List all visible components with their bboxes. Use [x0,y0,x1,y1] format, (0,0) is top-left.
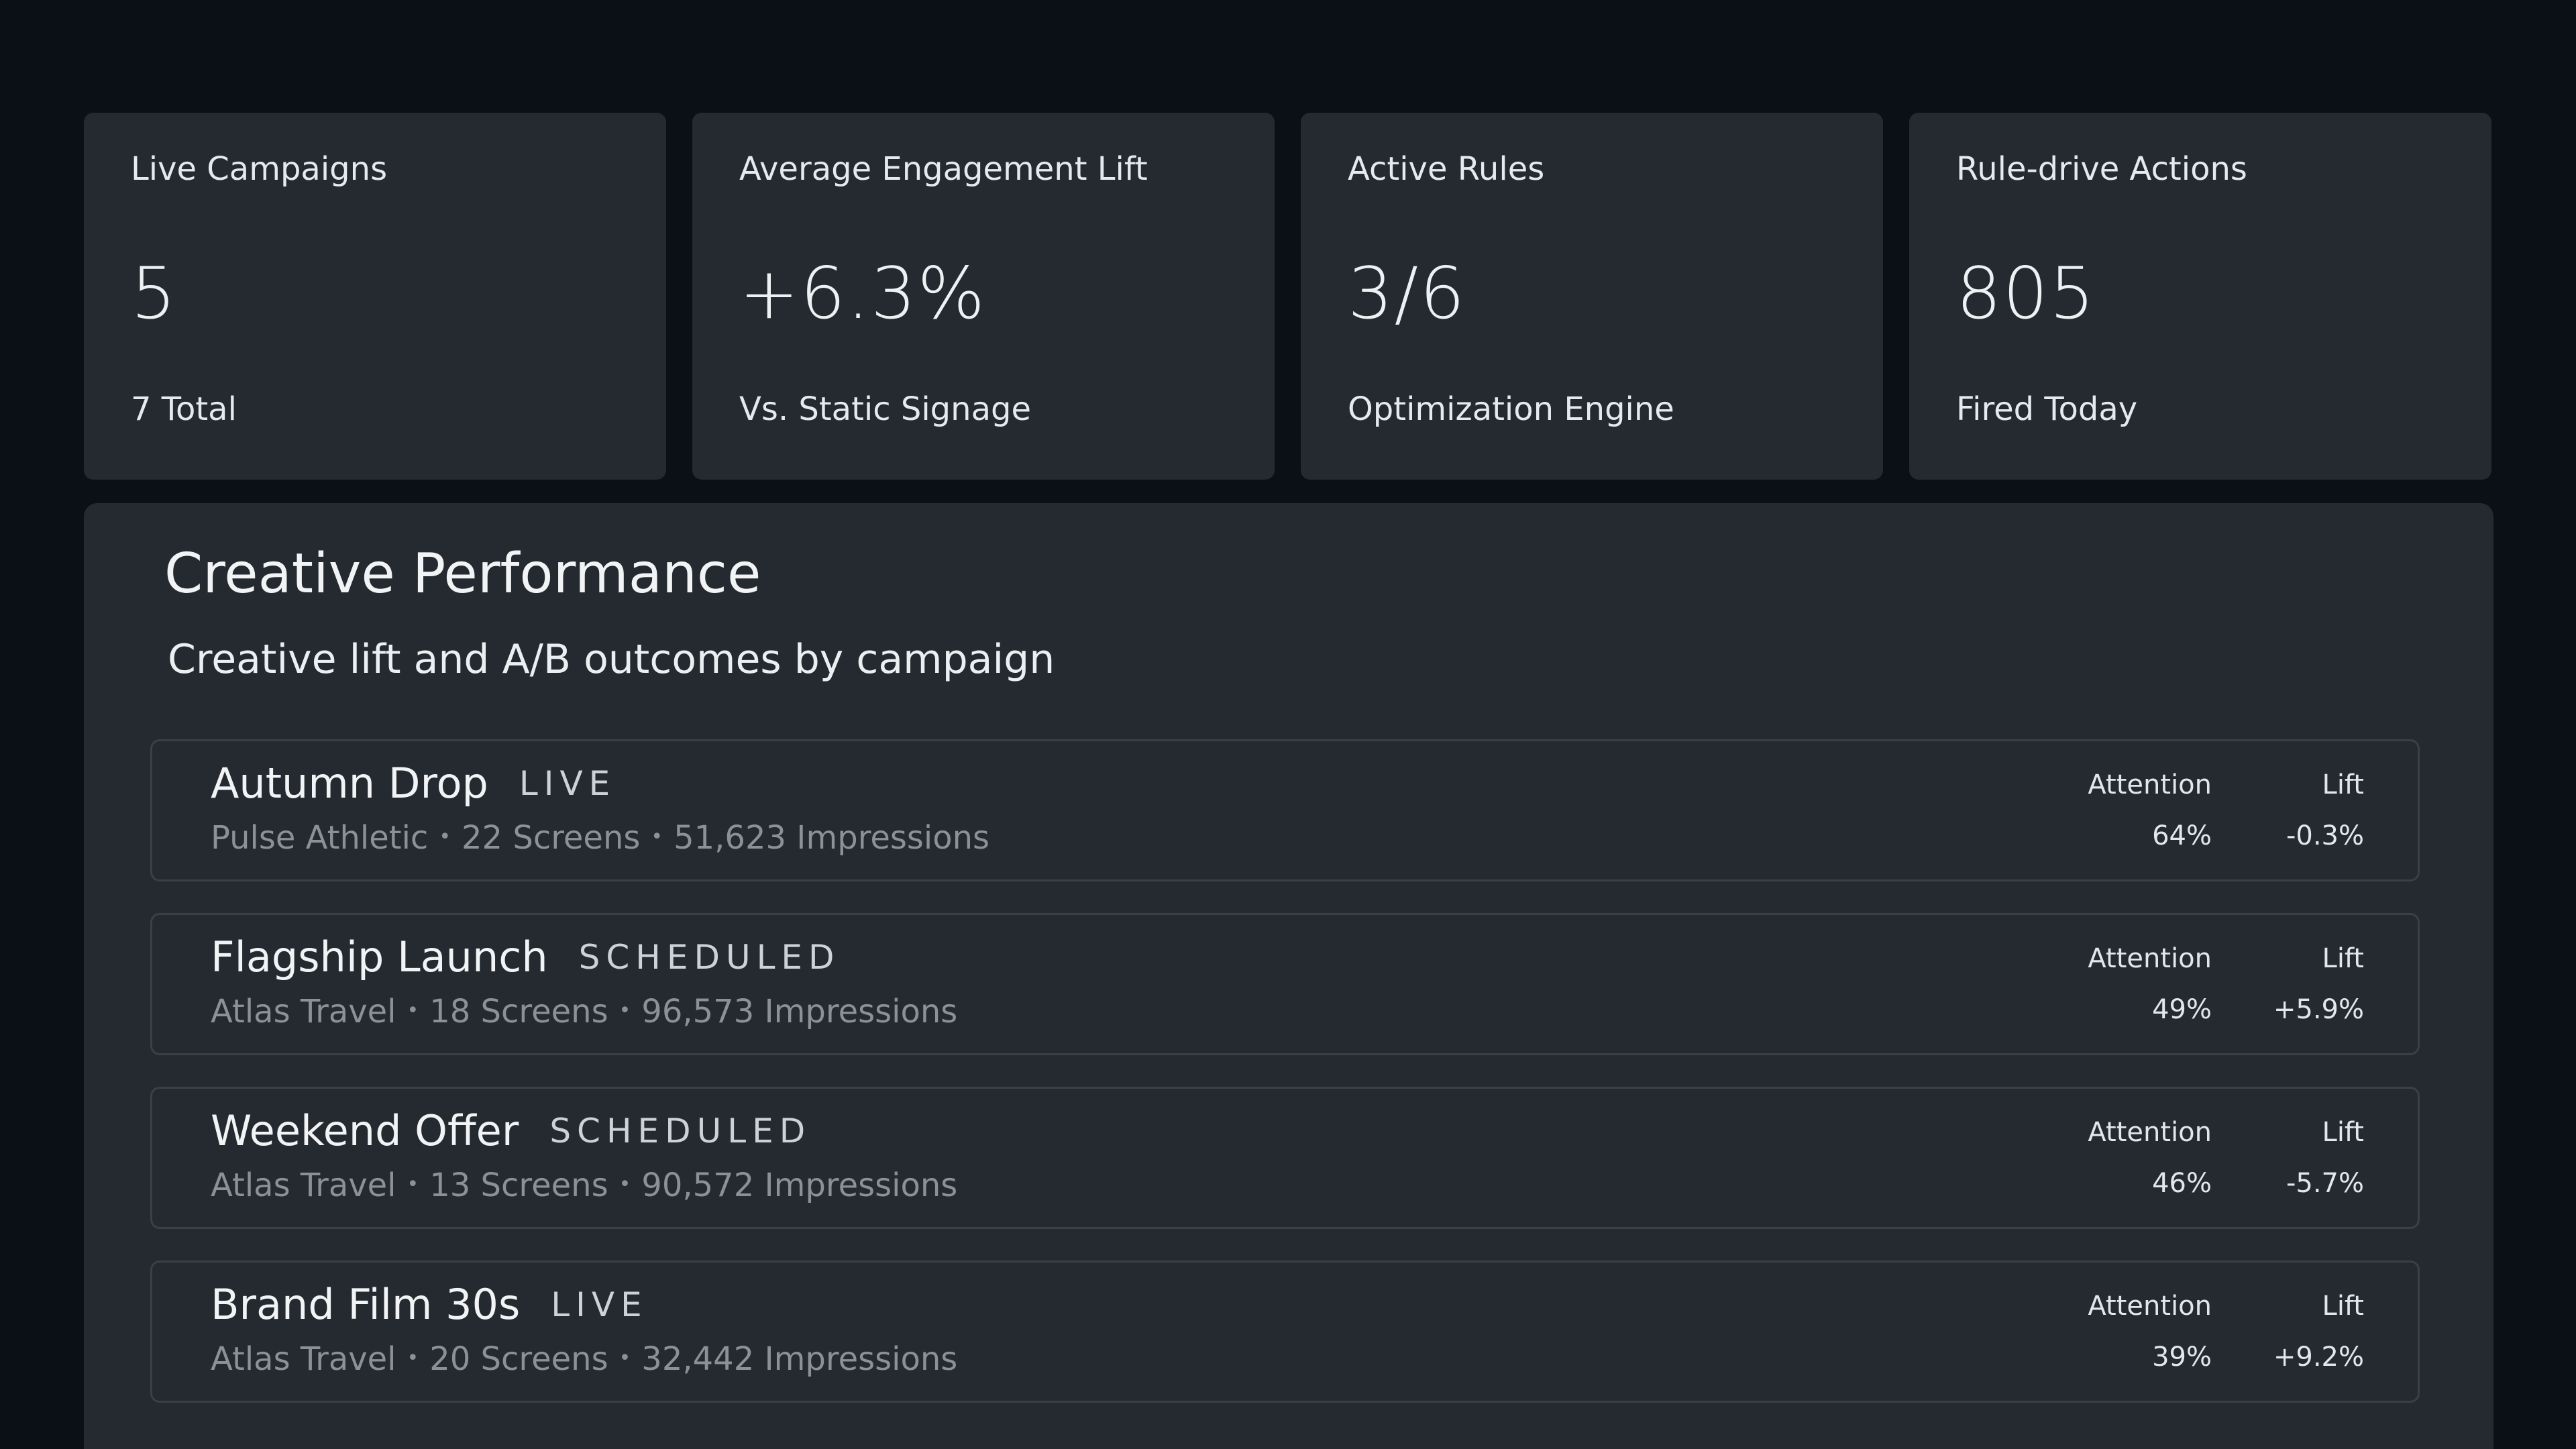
kpi-value: 805 [1956,252,2096,335]
meta-separator: • [651,825,663,849]
meta-separator: • [619,999,631,1022]
lift-value: -0.3% [2286,820,2364,851]
kpi-value: 3/6 [1348,252,1466,335]
campaign-name: Weekend Offer [211,1106,519,1155]
campaign-impressions: 90,572 Impressions [641,1167,958,1204]
kpi-value: +6.3% [739,252,987,335]
attention-value: 46% [2152,1168,2212,1199]
campaign-title: Autumn Drop LIVE [211,759,616,808]
attention-label: Attention [2088,769,2212,800]
campaign-meta: Pulse Athletic • 22 Screens • 51,623 Impress… [211,819,989,857]
campaign-row-autumn-drop[interactable]: Autumn Drop LIVE Pulse Athletic • 22 Screen… [150,739,2420,881]
campaign-brand: Atlas Travel [211,1167,396,1204]
meta-separator: • [439,825,451,849]
campaign-row-flagship-launch[interactable]: Flagship Launch SCHEDULED Atlas Travel • 18… [150,913,2420,1055]
kpi-subtext: Optimization Engine [1348,390,1674,428]
lift-value: +9.2% [2273,1342,2364,1373]
campaign-meta: Atlas Travel • 18 Screens • 96,573 Impressio… [211,993,957,1030]
campaign-name: Brand Film 30s [211,1280,521,1329]
campaign-impressions: 32,442 Impressions [641,1340,958,1378]
kpi-card-active-rules[interactable]: Active Rules 3/6 Optimization Engine [1301,113,1883,480]
attention-value: 39% [2152,1342,2212,1373]
kpi-subtext: 7 Total [131,390,237,428]
meta-separator: • [407,1346,419,1370]
campaign-title: Flagship Launch SCHEDULED [211,932,841,981]
kpi-subtext: Vs. Static Signage [739,390,1031,428]
panel-title: Creative Performance [164,542,761,606]
attention-value: 49% [2152,994,2212,1025]
lift-label: Lift [2322,1117,2364,1148]
kpi-card-live-campaigns[interactable]: Live Campaigns 5 7 Total [84,113,666,480]
attention-label: Attention [2088,943,2212,974]
kpi-subtext: Fired Today [1956,390,2138,428]
campaign-meta: Atlas Travel • 20 Screens • 32,442 Impressio… [211,1340,957,1378]
kpi-card-engagement-lift[interactable]: Average Engagement Lift +6.3% Vs. Static… [692,113,1275,480]
status-badge: SCHEDULED [549,1112,812,1150]
campaign-title: Brand Film 30s LIVE [211,1280,648,1329]
creative-performance-panel: Creative Performance Creative lift and A… [84,503,2493,1449]
kpi-label: Live Campaigns [131,150,388,188]
lift-label: Lift [2322,1291,2364,1322]
attention-value: 64% [2152,820,2212,851]
kpi-value: 5 [131,252,178,335]
panel-subtitle: Creative lift and A/B outcomes by campai… [168,636,1055,683]
kpi-label: Average Engagement Lift [739,150,1148,188]
campaign-screens: 13 Screens [429,1167,608,1204]
campaign-meta: Atlas Travel • 13 Screens • 90,572 Impressio… [211,1167,957,1204]
lift-value: +5.9% [2273,994,2364,1025]
status-badge: LIVE [551,1285,648,1324]
kpi-card-rule-actions[interactable]: Rule-drive Actions 805 Fired Today [1909,113,2491,480]
status-badge: SCHEDULED [578,938,841,977]
kpi-row: Live Campaigns 5 7 Total Average Engagem… [84,113,2492,480]
meta-separator: • [619,1173,631,1196]
campaign-title: Weekend Offer SCHEDULED [211,1106,811,1155]
lift-label: Lift [2322,943,2364,974]
campaign-name: Flagship Launch [211,932,548,981]
campaign-impressions: 96,573 Impressions [641,993,958,1030]
campaign-impressions: 51,623 Impressions [674,819,990,857]
meta-separator: • [407,999,419,1022]
meta-separator: • [407,1173,419,1196]
campaign-row-brand-film-30s[interactable]: Brand Film 30s LIVE Atlas Travel • 20 Scree… [150,1260,2420,1403]
lift-value: -5.7% [2286,1168,2364,1199]
meta-separator: • [619,1346,631,1370]
campaign-name: Autumn Drop [211,759,488,808]
campaign-row-weekend-offer[interactable]: Weekend Offer SCHEDULED Atlas Travel • 13 S… [150,1087,2420,1229]
status-badge: LIVE [519,764,616,803]
lift-label: Lift [2322,769,2364,800]
campaign-brand: Atlas Travel [211,993,396,1030]
kpi-label: Rule-drive Actions [1956,150,2247,188]
campaign-screens: 18 Screens [429,993,608,1030]
campaign-brand: Atlas Travel [211,1340,396,1378]
attention-label: Attention [2088,1291,2212,1322]
campaign-brand: Pulse Athletic [211,819,429,857]
campaign-screens: 20 Screens [429,1340,608,1378]
attention-label: Attention [2088,1117,2212,1148]
campaign-screens: 22 Screens [462,819,641,857]
kpi-label: Active Rules [1348,150,1545,188]
